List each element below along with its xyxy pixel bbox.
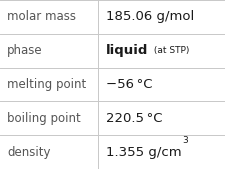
Text: density: density	[7, 146, 50, 159]
Text: −56 °C: −56 °C	[106, 78, 152, 91]
Text: 185.06 g/mol: 185.06 g/mol	[106, 10, 194, 23]
Text: 220.5 °C: 220.5 °C	[106, 112, 162, 125]
Text: melting point: melting point	[7, 78, 86, 91]
Text: liquid: liquid	[106, 44, 148, 57]
Text: 1.355 g/cm: 1.355 g/cm	[106, 146, 181, 159]
Text: phase: phase	[7, 44, 43, 57]
Text: boiling point: boiling point	[7, 112, 80, 125]
Text: 3: 3	[181, 136, 187, 145]
Text: (at STP): (at STP)	[150, 46, 188, 55]
Text: molar mass: molar mass	[7, 10, 76, 23]
